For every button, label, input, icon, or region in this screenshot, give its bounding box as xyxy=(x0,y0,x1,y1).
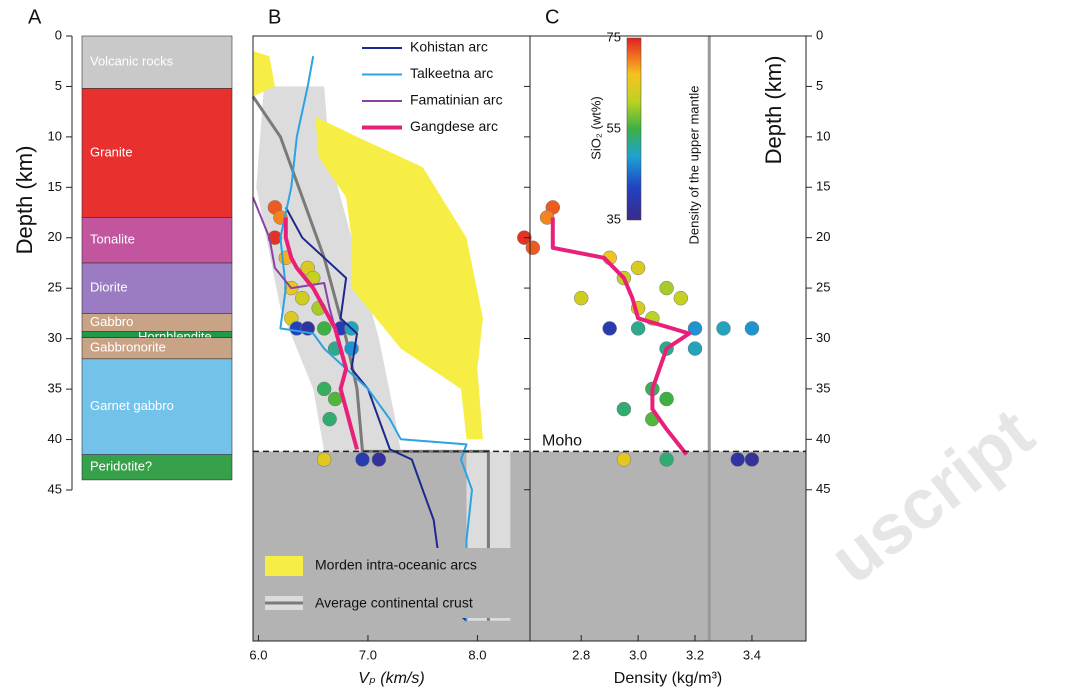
gangdese-line xyxy=(550,217,692,456)
legend-swatch xyxy=(265,556,303,576)
sample-point xyxy=(730,452,745,467)
moho-label: Moho xyxy=(542,433,582,450)
layer-label: Volcanic rocks xyxy=(90,54,174,69)
x-tick-label: 3.0 xyxy=(629,647,647,662)
sample-point xyxy=(602,321,617,336)
layer xyxy=(81,35,233,89)
x-axis-label: Density (kg/m³) xyxy=(614,670,722,687)
sample-point xyxy=(630,260,646,276)
panel-letter: B xyxy=(268,6,281,28)
layer xyxy=(81,217,233,264)
y-tick-label: 40 xyxy=(816,431,830,446)
sample-point xyxy=(267,230,283,245)
layer-label: Granite xyxy=(90,144,133,159)
y-tick-label: 30 xyxy=(48,330,62,345)
sample-point xyxy=(316,452,332,467)
sample-point xyxy=(687,321,703,336)
layer-label: Tonalite xyxy=(90,232,135,247)
colorbar-label: SiO₂ (wt%) xyxy=(588,96,603,160)
layer xyxy=(81,358,233,455)
sample-point xyxy=(687,341,703,356)
layer-label: Diorite xyxy=(90,280,128,295)
x-tick-label: 3.2 xyxy=(686,647,704,662)
layer xyxy=(81,262,233,314)
layer-label: Garnet gabbro xyxy=(90,398,174,413)
layer xyxy=(81,454,233,481)
legend-label: Gangdese arc xyxy=(410,118,498,134)
sample-point xyxy=(659,280,674,296)
sample-point xyxy=(525,240,541,255)
x-tick-label: 3.4 xyxy=(743,647,761,662)
sample-point xyxy=(295,290,310,306)
sample-point xyxy=(355,452,370,467)
sample-point xyxy=(316,321,332,336)
y-tick-label: 45 xyxy=(48,481,62,496)
sample-point xyxy=(659,391,674,407)
y-tick-label: 25 xyxy=(48,280,62,295)
layer-label: Gabbro xyxy=(90,314,133,329)
colorbar xyxy=(626,37,642,221)
mantle-density-label: Density of the upper mantle xyxy=(687,86,702,245)
y-tick-label: 25 xyxy=(816,280,830,295)
y-tick-label: 30 xyxy=(816,330,830,345)
legend-label: Average continental crust xyxy=(315,595,473,611)
y-tick-label: 40 xyxy=(48,431,62,446)
x-tick-label: 2.8 xyxy=(572,647,590,662)
y-axis-label: Depth (km) xyxy=(12,146,37,255)
sample-point xyxy=(316,381,332,397)
layer-label: Peridotite? xyxy=(90,459,152,474)
arc-area xyxy=(253,51,483,440)
sample-point xyxy=(616,401,632,417)
colorbar-tick-label: 35 xyxy=(607,211,621,226)
y-tick-label: 15 xyxy=(816,179,830,194)
sample-point xyxy=(744,452,760,467)
layer-label: Gabbronorite xyxy=(90,340,166,355)
y-tick-label: 35 xyxy=(816,380,830,395)
y-tick-label: 35 xyxy=(48,381,62,396)
legend-label: Morden intra-oceanic arcs xyxy=(315,557,477,573)
sample-point xyxy=(573,290,589,306)
sample-point xyxy=(673,290,689,306)
colorbar-tick-label: 75 xyxy=(607,29,621,44)
arc-line xyxy=(279,56,473,621)
legend-label: Famatinian arc xyxy=(410,92,503,108)
y-axis-label: Depth (km) xyxy=(761,56,786,165)
crust-band xyxy=(256,86,511,621)
y-tick-label: 5 xyxy=(816,78,823,93)
sample-point xyxy=(616,452,632,467)
colorbar-tick-label: 55 xyxy=(607,120,621,135)
y-tick-label: 10 xyxy=(48,128,62,143)
y-tick-label: 20 xyxy=(816,229,830,244)
sample-point xyxy=(322,411,337,427)
legend-label: Kohistan arc xyxy=(410,39,488,55)
sample-point xyxy=(344,341,359,356)
y-tick-label: 10 xyxy=(816,128,830,143)
y-tick-label: 5 xyxy=(55,78,62,93)
y-tick-label: 15 xyxy=(48,179,62,194)
arc-line xyxy=(283,217,359,450)
x-tick-label: 7.0 xyxy=(359,647,377,662)
sample-point xyxy=(744,321,760,336)
x-tick-label: 6.0 xyxy=(249,647,267,662)
sample-point xyxy=(630,321,646,336)
sample-point xyxy=(659,452,674,467)
x-tick-label: 8.0 xyxy=(468,647,486,662)
arc-line xyxy=(252,196,337,329)
sample-point xyxy=(716,321,731,336)
x-axis-label: Vₚ (km/s) xyxy=(358,670,424,687)
layer xyxy=(81,88,233,218)
y-tick-label: 0 xyxy=(55,27,62,42)
y-tick-label: 45 xyxy=(816,481,830,496)
below-moho xyxy=(530,451,806,641)
panel-letter: C xyxy=(545,6,559,28)
sample-point xyxy=(371,452,387,467)
y-tick-label: 0 xyxy=(816,27,823,42)
panel-letter: A xyxy=(28,6,42,28)
y-tick-label: 20 xyxy=(48,229,62,244)
legend-box xyxy=(260,548,524,618)
watermark: uscript xyxy=(816,393,1048,598)
legend-label: Talkeetna arc xyxy=(410,65,493,81)
